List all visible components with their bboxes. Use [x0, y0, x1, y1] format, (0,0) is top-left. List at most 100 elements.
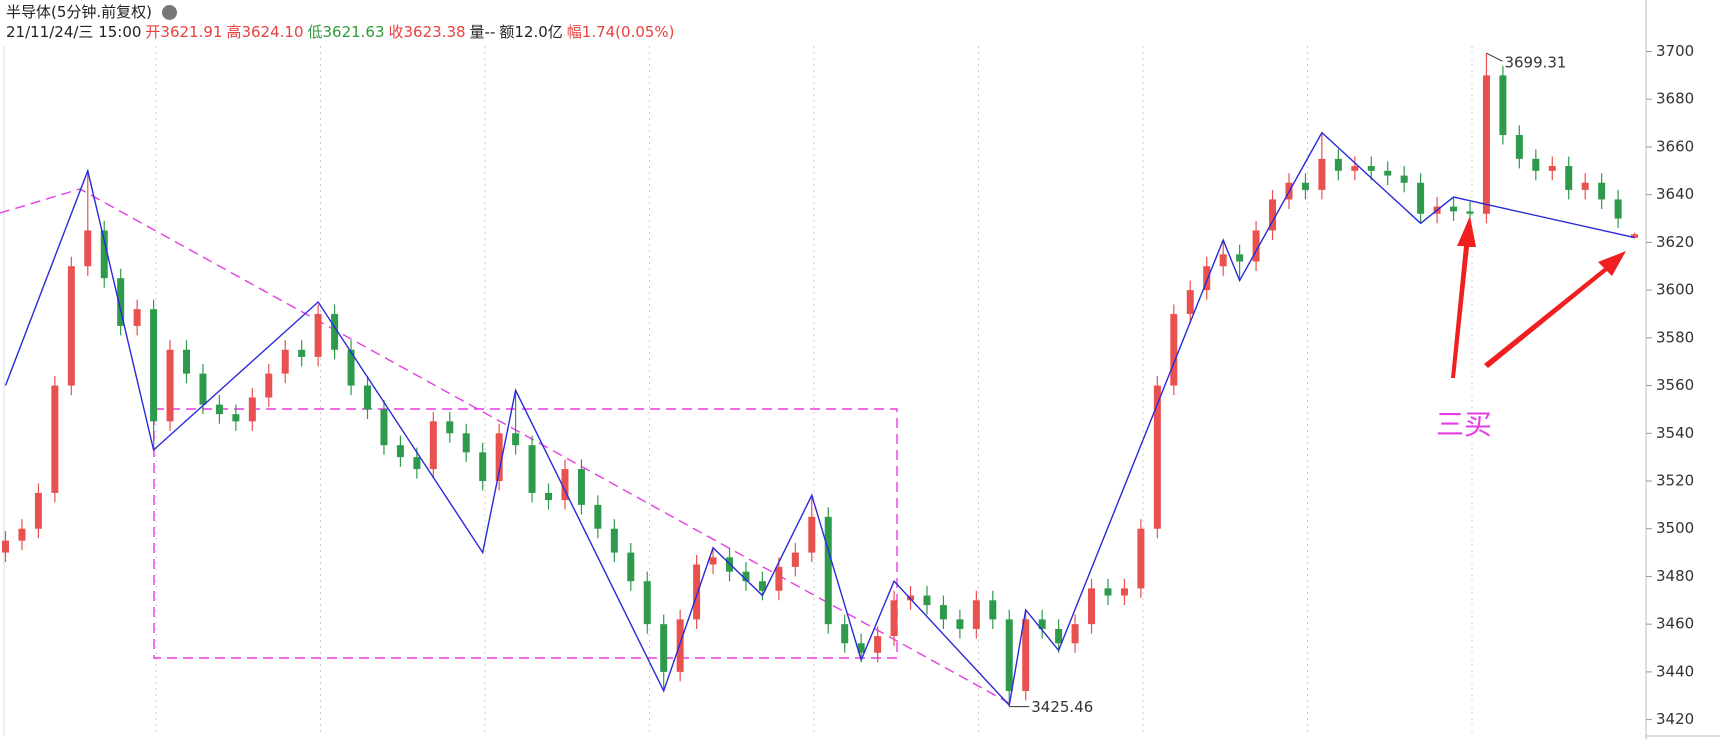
- y-tick-label: 3600: [1656, 281, 1694, 299]
- candle-body: [1301, 182, 1309, 190]
- candle-body: [890, 600, 898, 637]
- y-tick-label: 3580: [1656, 328, 1694, 346]
- candle-body: [643, 581, 651, 625]
- candle-body: [758, 581, 766, 591]
- candle-body: [627, 552, 635, 582]
- candle-body: [34, 492, 42, 529]
- candle-body: [808, 516, 816, 553]
- candle-body: [1203, 266, 1211, 291]
- candle-body: [972, 600, 980, 629]
- y-tick-label: 3660: [1656, 137, 1694, 155]
- candle-body: [1038, 619, 1046, 629]
- candle-body: [1499, 75, 1507, 136]
- candle-body: [709, 557, 717, 565]
- candle-body: [67, 266, 75, 386]
- candle-body: [775, 566, 783, 591]
- max-label: 3699.31: [1504, 54, 1566, 72]
- y-tick-label: 3440: [1656, 662, 1694, 680]
- candle-body: [446, 421, 454, 434]
- candle-body: [1055, 628, 1063, 644]
- candle-body: [1318, 158, 1326, 190]
- candle-body: [577, 469, 585, 505]
- candle-body: [1170, 313, 1178, 386]
- candle-body: [791, 552, 799, 567]
- candle-body: [1071, 624, 1079, 644]
- quote-item: 低3621.63: [307, 23, 385, 41]
- candle-body: [693, 564, 701, 620]
- y-tick-label: 3460: [1656, 615, 1694, 633]
- candle-body: [1334, 158, 1342, 171]
- candle-body: [956, 619, 964, 629]
- candle-body: [1236, 254, 1244, 262]
- candle-body: [84, 230, 92, 267]
- title: 半导体(5分钟.前复权): [6, 3, 153, 21]
- candle-body: [413, 457, 421, 470]
- quote-item: 高3624.10: [226, 23, 304, 41]
- candle-body: [874, 636, 882, 653]
- arrow: [1484, 251, 1626, 368]
- candle-body: [1351, 166, 1359, 171]
- candle-body: [298, 349, 306, 357]
- range-box: [153, 408, 898, 659]
- y-tick-label: 3520: [1656, 471, 1694, 489]
- y-tick-label: 3420: [1656, 710, 1694, 728]
- candle-body: [183, 349, 191, 374]
- candle-body: [1186, 290, 1194, 314]
- time: 21/11/24/三 15:00: [6, 23, 142, 41]
- candle-body: [1482, 75, 1490, 214]
- candle-body: [265, 373, 273, 398]
- y-tick-label: 3640: [1656, 185, 1694, 203]
- candle-body: [1515, 135, 1523, 159]
- y-tick-label: 3560: [1656, 376, 1694, 394]
- candle-body: [545, 492, 553, 501]
- min-label: 3425.46: [1031, 698, 1093, 716]
- candle-body: [1631, 234, 1639, 238]
- y-tick-label: 3540: [1656, 424, 1694, 442]
- candle-body: [1137, 528, 1145, 589]
- candle-body: [51, 385, 59, 493]
- candle-body: [1022, 619, 1030, 691]
- candle-body: [2, 540, 9, 553]
- candle-body: [380, 409, 388, 446]
- candle-body: [923, 595, 931, 606]
- candle-body: [462, 433, 470, 453]
- quote-item: 幅1.74(0.05%): [566, 23, 675, 41]
- quote-item: 开3621.91: [145, 23, 223, 41]
- candle-body: [528, 445, 536, 493]
- candle-body: [364, 385, 372, 410]
- candle-body: [18, 528, 26, 541]
- candle-body: [1153, 385, 1161, 529]
- trend-line: [0, 188, 1010, 704]
- title-row: 半导体(5分钟.前复权): [6, 2, 675, 22]
- y-tick-label: 3480: [1656, 567, 1694, 585]
- candle-body: [841, 624, 849, 644]
- candle-body: [1598, 182, 1606, 200]
- candle-body: [512, 433, 520, 446]
- candle-body: [347, 349, 355, 386]
- candle-body: [676, 619, 684, 672]
- quote-row: 21/11/24/三 15:00 开3621.91 高3624.10 低3621.63…: [6, 22, 675, 42]
- vertical-grid: [155, 46, 1473, 736]
- plot: 3699.31 3425.46: [2, 52, 1639, 716]
- quote-item: 量--: [469, 23, 496, 41]
- candle-body: [1400, 175, 1408, 183]
- dropdown-icon[interactable]: [162, 4, 178, 20]
- candle-body: [939, 605, 947, 620]
- candle-body: [1269, 199, 1277, 231]
- candle-body: [1384, 170, 1392, 176]
- header: 半导体(5分钟.前复权) 21/11/24/三 15:00 开3621.91 高36…: [6, 2, 675, 42]
- max-pointer: [1486, 52, 1503, 62]
- candle-body: [1532, 158, 1540, 171]
- candle-body: [824, 516, 832, 625]
- y-tick-label: 3500: [1656, 519, 1694, 537]
- candle-body: [166, 349, 174, 422]
- candle-body: [1104, 588, 1112, 596]
- candle-body: [232, 414, 240, 422]
- candle-body: [1417, 182, 1425, 214]
- candle-body: [495, 433, 503, 481]
- candle-body: [199, 373, 207, 405]
- y-tick-label: 3680: [1656, 90, 1694, 108]
- candle-body: [561, 469, 569, 501]
- candle-body: [248, 397, 256, 422]
